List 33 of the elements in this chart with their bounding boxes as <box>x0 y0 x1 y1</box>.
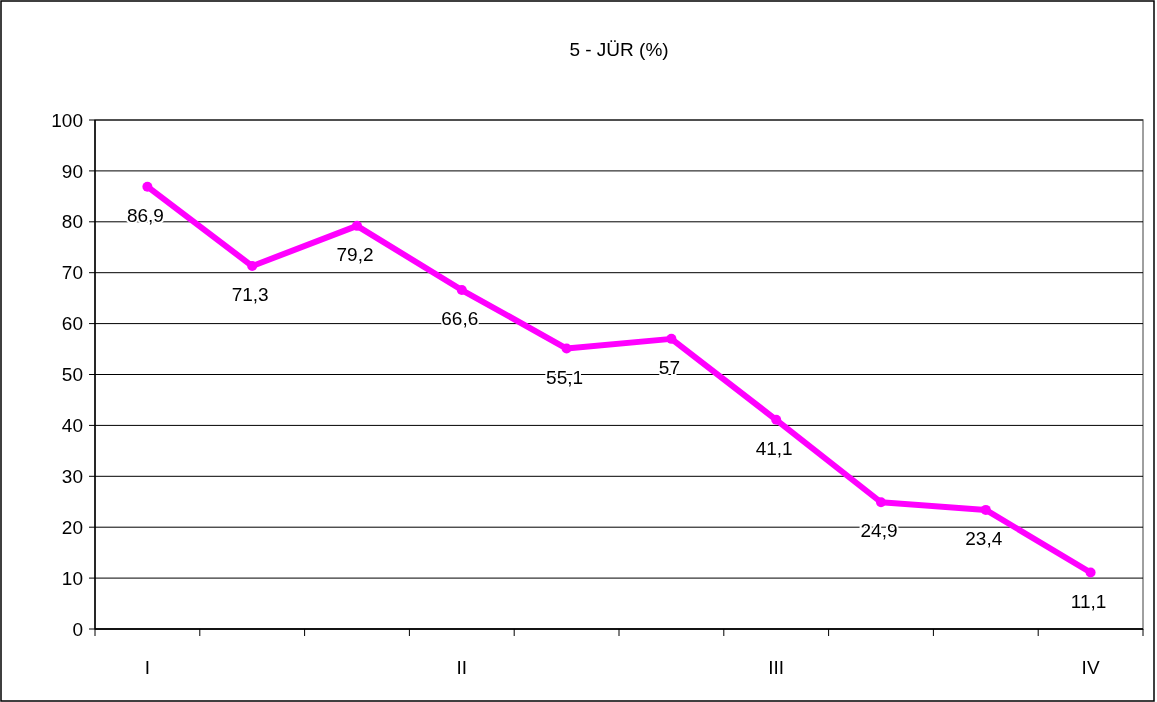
y-tick-label: 60 <box>61 313 83 335</box>
point <box>456 285 467 296</box>
y-tick-label: 100 <box>51 109 83 131</box>
x-tick-label: I <box>144 657 151 678</box>
data-label: 11,1 <box>1070 590 1107 612</box>
y-tick-label: 40 <box>61 415 83 437</box>
point <box>771 414 782 425</box>
data-label: 41,1 <box>755 437 793 459</box>
point <box>980 504 991 515</box>
y-tick-label: 20 <box>61 516 83 538</box>
point <box>1085 567 1096 578</box>
point <box>247 261 258 272</box>
data-label: 86,9 <box>126 204 164 226</box>
point <box>352 220 362 231</box>
point <box>666 333 677 344</box>
y-tick-label: 50 <box>61 364 83 386</box>
y-tick-label: 0 <box>72 618 83 640</box>
x-tick-label: II <box>456 657 468 678</box>
point <box>876 497 886 508</box>
data-label: 71,3 <box>231 284 269 306</box>
y-tick-label: 80 <box>61 211 83 233</box>
y-tick-label: 30 <box>61 465 83 487</box>
y-tick-label: 90 <box>61 160 83 182</box>
point <box>142 181 153 192</box>
y-tick-label: 70 <box>61 262 83 284</box>
x-tick-label: IV <box>1081 657 1100 678</box>
x-tick-label: III <box>768 657 785 678</box>
y-tick-label: 10 <box>61 567 83 589</box>
chart-title: 5 - JÜR (%) <box>569 39 669 60</box>
point <box>561 343 572 354</box>
data-label: 23,4 <box>965 527 1003 549</box>
data-label: 79,2 <box>336 243 374 265</box>
data-label: 57 <box>658 356 680 378</box>
